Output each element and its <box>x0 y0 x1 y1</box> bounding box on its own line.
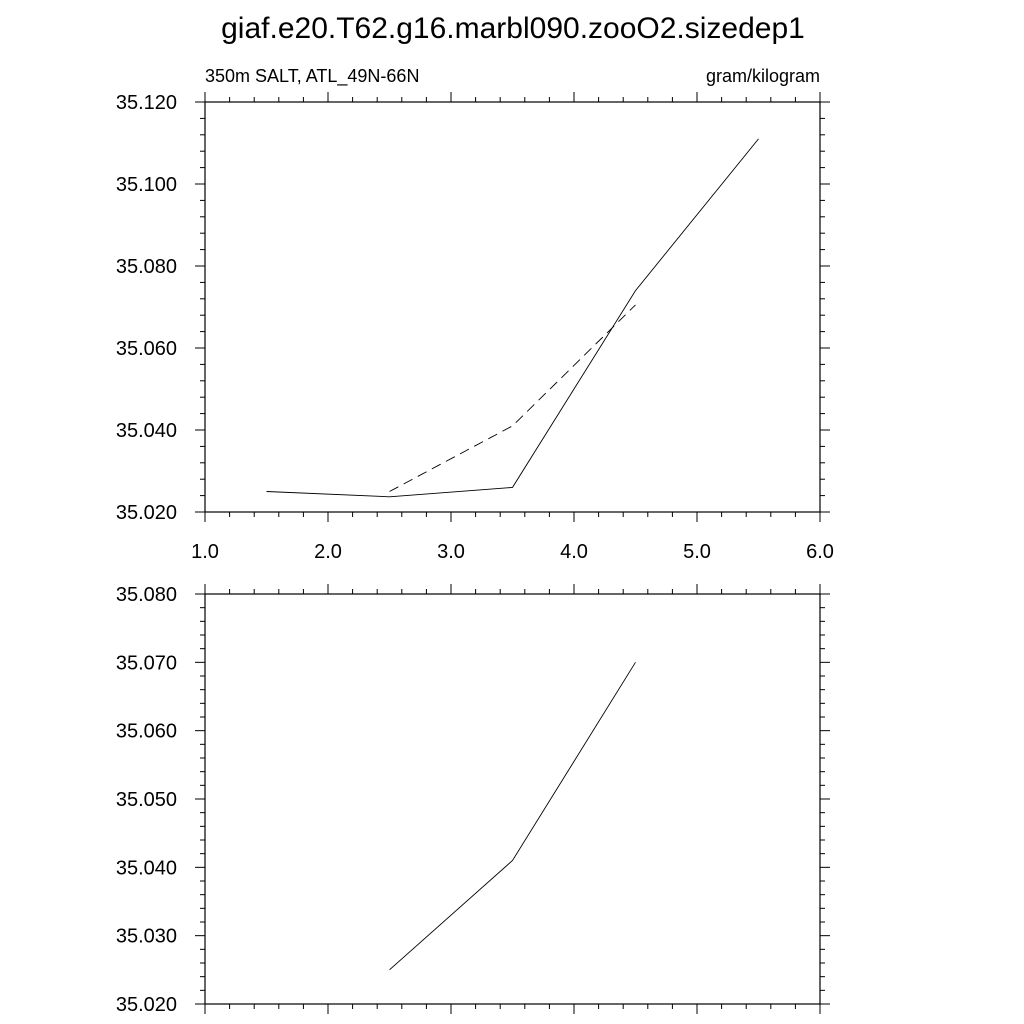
bottom-panel: 35.020 35.030 35.040 35.050 35.060 35.070 35.0… <box>116 584 830 1016</box>
y-tick-label: 35.080 <box>116 256 177 278</box>
plot-frame <box>204 593 821 1005</box>
y-tick-label: 35.040 <box>116 857 177 879</box>
series-line-solid <box>266 138 759 498</box>
x-tick-label: 4.0 <box>560 541 588 563</box>
panel-left-label: 350m SALT, ATL_49N-66N <box>205 66 419 87</box>
x-tick-label: 1.0 <box>191 541 219 563</box>
plot-frame <box>204 101 821 513</box>
y-tick-label: 35.040 <box>116 420 177 442</box>
y-tick-label: 35.020 <box>116 502 177 524</box>
x-tick-label: 2.0 <box>314 541 342 563</box>
y-tick-label: 35.120 <box>116 92 177 114</box>
y-tick-label: 35.030 <box>116 926 177 948</box>
chart-title: giaf.e20.T62.g16.marbl090.zooO2.sizedep1 <box>221 12 805 45</box>
x-tick-label: 5.0 <box>683 541 711 563</box>
series-line-solid <box>389 662 636 971</box>
panel-units-label: gram/kilogram <box>706 66 820 86</box>
y-tick-label: 35.070 <box>116 652 177 674</box>
y-tick-label: 35.020 <box>116 994 177 1016</box>
series-line-dashed <box>389 304 636 492</box>
y-tick-label: 35.060 <box>116 721 177 743</box>
y-tick-label: 35.060 <box>116 338 177 360</box>
y-tick-label: 35.080 <box>116 584 177 606</box>
top-panel: 350m SALT, ATL_49N-66N gram/kilogram 1.0 2.… <box>116 66 834 563</box>
x-tick-label: 6.0 <box>806 541 834 563</box>
y-tick-label: 35.050 <box>116 789 177 811</box>
y-tick-label: 35.100 <box>116 174 177 196</box>
x-tick-label: 3.0 <box>437 541 465 563</box>
